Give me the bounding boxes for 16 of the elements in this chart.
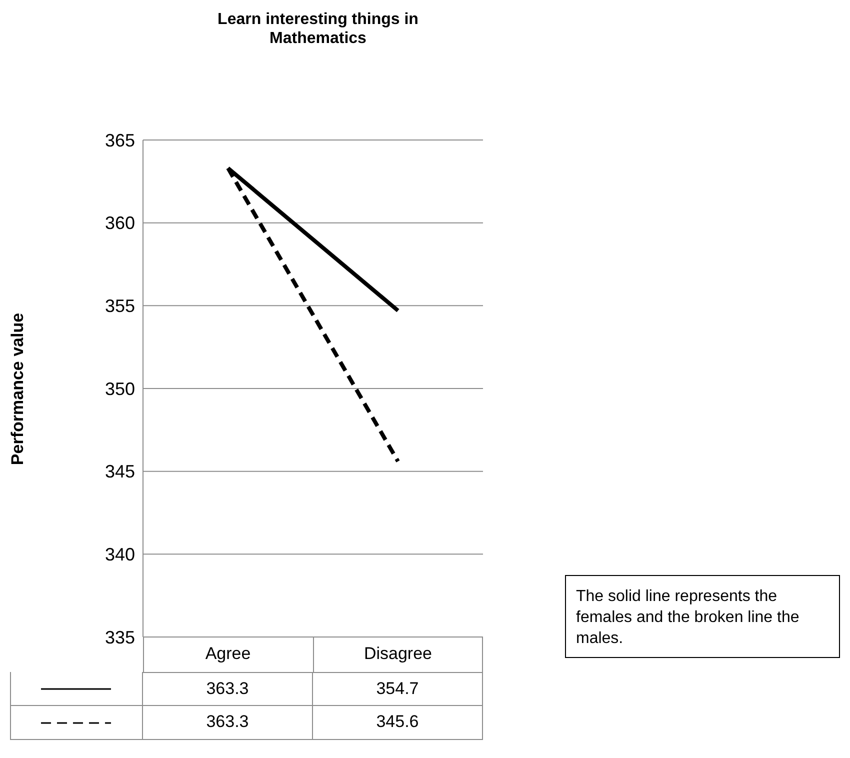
chart-title: Learn interesting things in Mathematics bbox=[216, 10, 420, 48]
data-label: 363.3 bbox=[143, 672, 313, 706]
data-label: 345.6 bbox=[313, 706, 483, 740]
y-tick-label: 345 bbox=[104, 462, 135, 482]
text: The solid line represents the females and the broken line the males. bbox=[565, 575, 840, 658]
x-tick-label: Agree bbox=[205, 644, 251, 664]
y-tick-label: 355 bbox=[104, 296, 135, 316]
data-label: 363.3 bbox=[143, 706, 313, 740]
data-label: 354.7 bbox=[313, 672, 483, 706]
y-axis-title: Performance value bbox=[8, 312, 28, 465]
y-tick-label: 340 bbox=[104, 544, 135, 565]
y-tick-label: 350 bbox=[104, 378, 135, 399]
y-tick-label: 365 bbox=[104, 130, 135, 150]
y-tick-label: 335 bbox=[104, 627, 135, 648]
x-tick-label: Disagree bbox=[364, 644, 432, 664]
y-tick-label: 360 bbox=[104, 213, 135, 234]
